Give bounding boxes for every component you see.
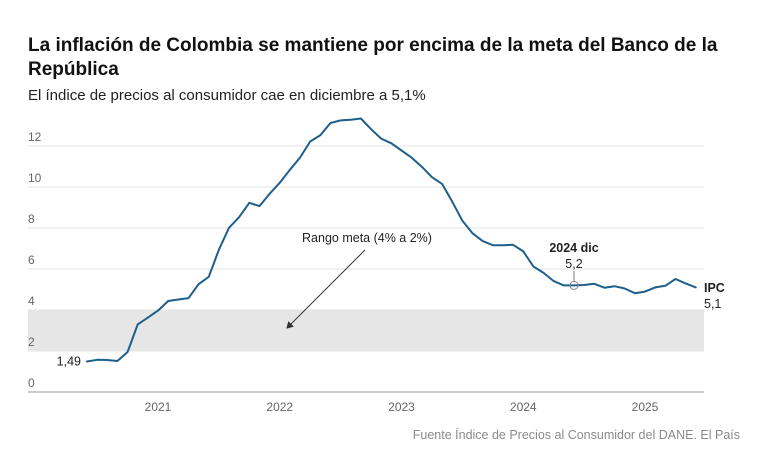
highlight-point-marker [569,280,579,290]
x-tick-label: 2022 [266,400,293,414]
source-note: Fuente Índice de Precios al Consumidor d… [412,428,740,442]
x-tick-label: 2023 [388,400,415,414]
y-axis-ticks: 0 2 4 6 8 10 12 [28,130,42,390]
highlight-period-label: 2024 dic [549,241,598,255]
series-layer [86,117,697,363]
x-tick-label: 2025 [632,400,659,414]
series-end-label: IPC [704,281,725,295]
grid-layer [28,145,704,393]
x-tick-label: 2024 [510,400,537,414]
target-range-band [28,310,704,351]
start-value-label: 1,49 [57,354,81,368]
target-range-band-layer [28,310,704,351]
band-label-arrow [286,249,366,329]
ipc-series-line [86,117,697,363]
y-tick-label: 10 [28,171,42,185]
chart-title: La inflación de Colombia se mantiene por… [28,35,718,80]
y-tick-label: 12 [28,130,42,144]
target-range-label: Rango meta (4% a 2%) [302,231,432,245]
end-value-label: 5,1 [704,297,721,311]
annotation-layer: 1,49 2024 dic 5,2 IPC 5,1 Rango meta (4%… [57,231,725,368]
chart-subtitle: El índice de precios al consumidor cae e… [28,87,426,104]
y-tick-label: 4 [28,294,35,308]
y-tick-label: 0 [28,376,35,390]
x-tick-label: 2021 [145,400,172,414]
y-tick-label: 6 [28,253,35,267]
x-axis-ticks: 2021 2022 2023 2024 2025 [145,400,659,414]
y-tick-label: 8 [28,212,35,226]
y-tick-label: 2 [28,335,35,349]
highlight-value-label: 5,2 [565,257,582,271]
